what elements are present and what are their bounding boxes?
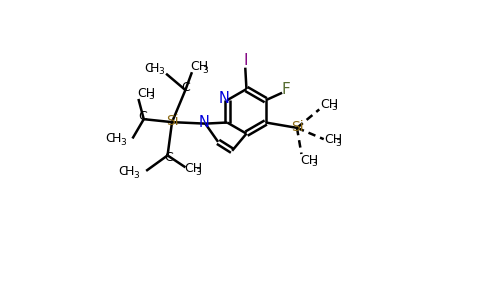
Text: CH: CH	[184, 162, 202, 175]
Text: 3: 3	[148, 92, 154, 101]
Text: I: I	[243, 53, 247, 68]
Text: C: C	[164, 151, 173, 164]
Text: H: H	[125, 165, 135, 178]
Text: CH: CH	[320, 98, 338, 111]
Text: 3: 3	[158, 68, 164, 76]
Text: Si: Si	[166, 114, 179, 128]
Text: H: H	[111, 132, 121, 145]
Text: 3: 3	[331, 103, 337, 112]
Text: Si: Si	[291, 120, 304, 134]
Text: C: C	[105, 132, 114, 145]
Text: CH: CH	[300, 154, 318, 167]
Text: 3: 3	[134, 171, 139, 180]
Text: N: N	[198, 115, 209, 130]
Text: 3: 3	[120, 138, 125, 147]
Text: C: C	[119, 165, 127, 178]
Text: C: C	[144, 62, 152, 75]
Text: N: N	[219, 91, 229, 106]
Text: 3: 3	[335, 139, 341, 148]
Text: CH: CH	[137, 86, 155, 100]
Text: H: H	[150, 62, 159, 75]
Text: 3: 3	[311, 159, 317, 168]
Text: 3: 3	[195, 168, 201, 177]
Text: C: C	[138, 110, 147, 123]
Text: CH: CH	[190, 60, 209, 74]
Text: CH: CH	[324, 133, 343, 146]
Text: F: F	[282, 82, 290, 97]
Text: 3: 3	[202, 66, 208, 75]
Text: C: C	[181, 81, 190, 94]
